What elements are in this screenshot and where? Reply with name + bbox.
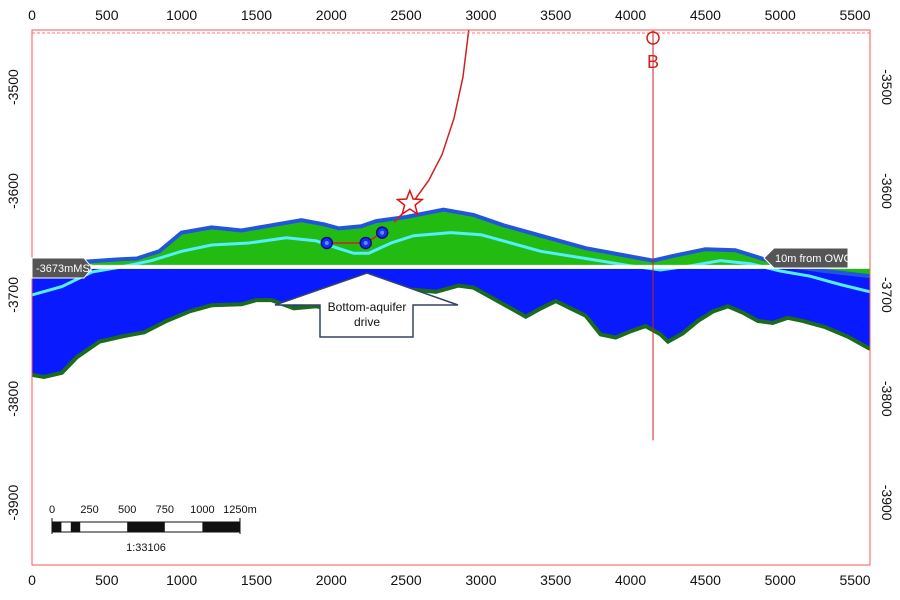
y-tick-right: -3700 <box>879 277 895 313</box>
scale-segment <box>52 522 62 532</box>
x-tick-top: 0 <box>28 7 36 23</box>
y-tick-left: -3900 <box>5 485 21 521</box>
x-tick-bottom: 5000 <box>765 572 796 588</box>
owc-right-label-text: 10m from OWC <box>775 253 851 265</box>
owc-right-label: 10m from OWC <box>763 247 851 269</box>
water-zone <box>32 266 870 377</box>
x-axis-top: 0 500 1000 1500 2000 2500 3000 3500 4000 4500 5000… <box>28 7 871 23</box>
x-tick-bottom: 2000 <box>316 572 347 588</box>
x-tick-top: 1500 <box>241 7 272 23</box>
y-tick-right: -3900 <box>879 485 895 521</box>
scale-bar: 0 250 500 750 1000 1250m 1:33106 <box>49 504 257 554</box>
y-tick-right: -3800 <box>879 381 895 417</box>
x-tick-top: 5000 <box>765 7 796 23</box>
x-tick-top: 4500 <box>690 7 721 23</box>
x-tick-bottom: 1500 <box>241 572 272 588</box>
y-axis-left: -3500 -3600 -3700 -3800 -3900 <box>5 69 21 521</box>
plot-frame <box>31 29 871 566</box>
well-b-label: B <box>647 52 659 72</box>
x-tick-bottom: 500 <box>95 572 119 588</box>
y-tick-left: -3800 <box>5 381 21 417</box>
well-marker-core-2 <box>363 240 368 245</box>
scale-label: 750 <box>156 504 174 516</box>
x-tick-top: 5500 <box>839 7 870 23</box>
x-tick-bottom: 1000 <box>166 572 197 588</box>
scale-label: 500 <box>118 504 136 516</box>
x-tick-bottom: 4000 <box>615 572 646 588</box>
star-icon <box>395 188 425 216</box>
scale-label: 250 <box>80 504 98 516</box>
owc-left-label: -3673mMSl <box>31 257 93 279</box>
y-tick-right: -3600 <box>879 173 895 209</box>
y-tick-left: -3500 <box>5 69 21 105</box>
callout-line-1: Bottom-aquifer <box>328 300 407 314</box>
x-tick-bottom: 2500 <box>391 572 422 588</box>
y-tick-right: -3500 <box>879 69 895 105</box>
x-tick-top: 3000 <box>465 7 496 23</box>
x-tick-top: 3500 <box>540 7 571 23</box>
y-axis-right: -3500 -3600 -3700 -3800 -3900 <box>879 69 895 521</box>
swept-zone-line <box>32 231 870 297</box>
x-tick-bottom: 3500 <box>540 572 571 588</box>
scale-segment <box>70 522 81 532</box>
scale-label: 0 <box>49 504 55 516</box>
bottom-aquifer-callout: Bottom-aquifer drive <box>274 272 459 338</box>
x-axis-bottom: 0 500 1000 1500 2000 2500 3000 3500 4000 4500 5000… <box>28 572 871 588</box>
scale-segment <box>127 522 165 532</box>
y-tick-left: -3700 <box>5 277 21 313</box>
top-surface-outline <box>32 207 870 279</box>
scale-label: 1000 <box>190 504 214 516</box>
x-tick-top: 2500 <box>391 7 422 23</box>
scale-segment <box>202 522 240 532</box>
well-marker-core-1 <box>324 240 329 245</box>
x-tick-top: 2000 <box>316 7 347 23</box>
callout-line-2: drive <box>354 315 380 329</box>
y-tick-left: -3600 <box>5 173 21 209</box>
owc-left-label-text: -3673mMSl <box>36 263 92 275</box>
base-surface-outline <box>32 283 870 380</box>
x-tick-bottom: 0 <box>28 572 36 588</box>
well-marker-core-3 <box>380 230 385 235</box>
scale-ratio: 1:33106 <box>126 542 166 554</box>
scale-label: 1250m <box>223 504 257 516</box>
x-tick-bottom: 4500 <box>690 572 721 588</box>
x-tick-top: 1000 <box>166 7 197 23</box>
x-tick-bottom: 3000 <box>465 572 496 588</box>
x-tick-top: 4000 <box>615 7 646 23</box>
well-a-trajectory <box>393 30 470 223</box>
x-tick-top: 500 <box>95 7 119 23</box>
well-b-marker: B <box>646 31 660 72</box>
x-tick-bottom: 5500 <box>839 572 870 588</box>
